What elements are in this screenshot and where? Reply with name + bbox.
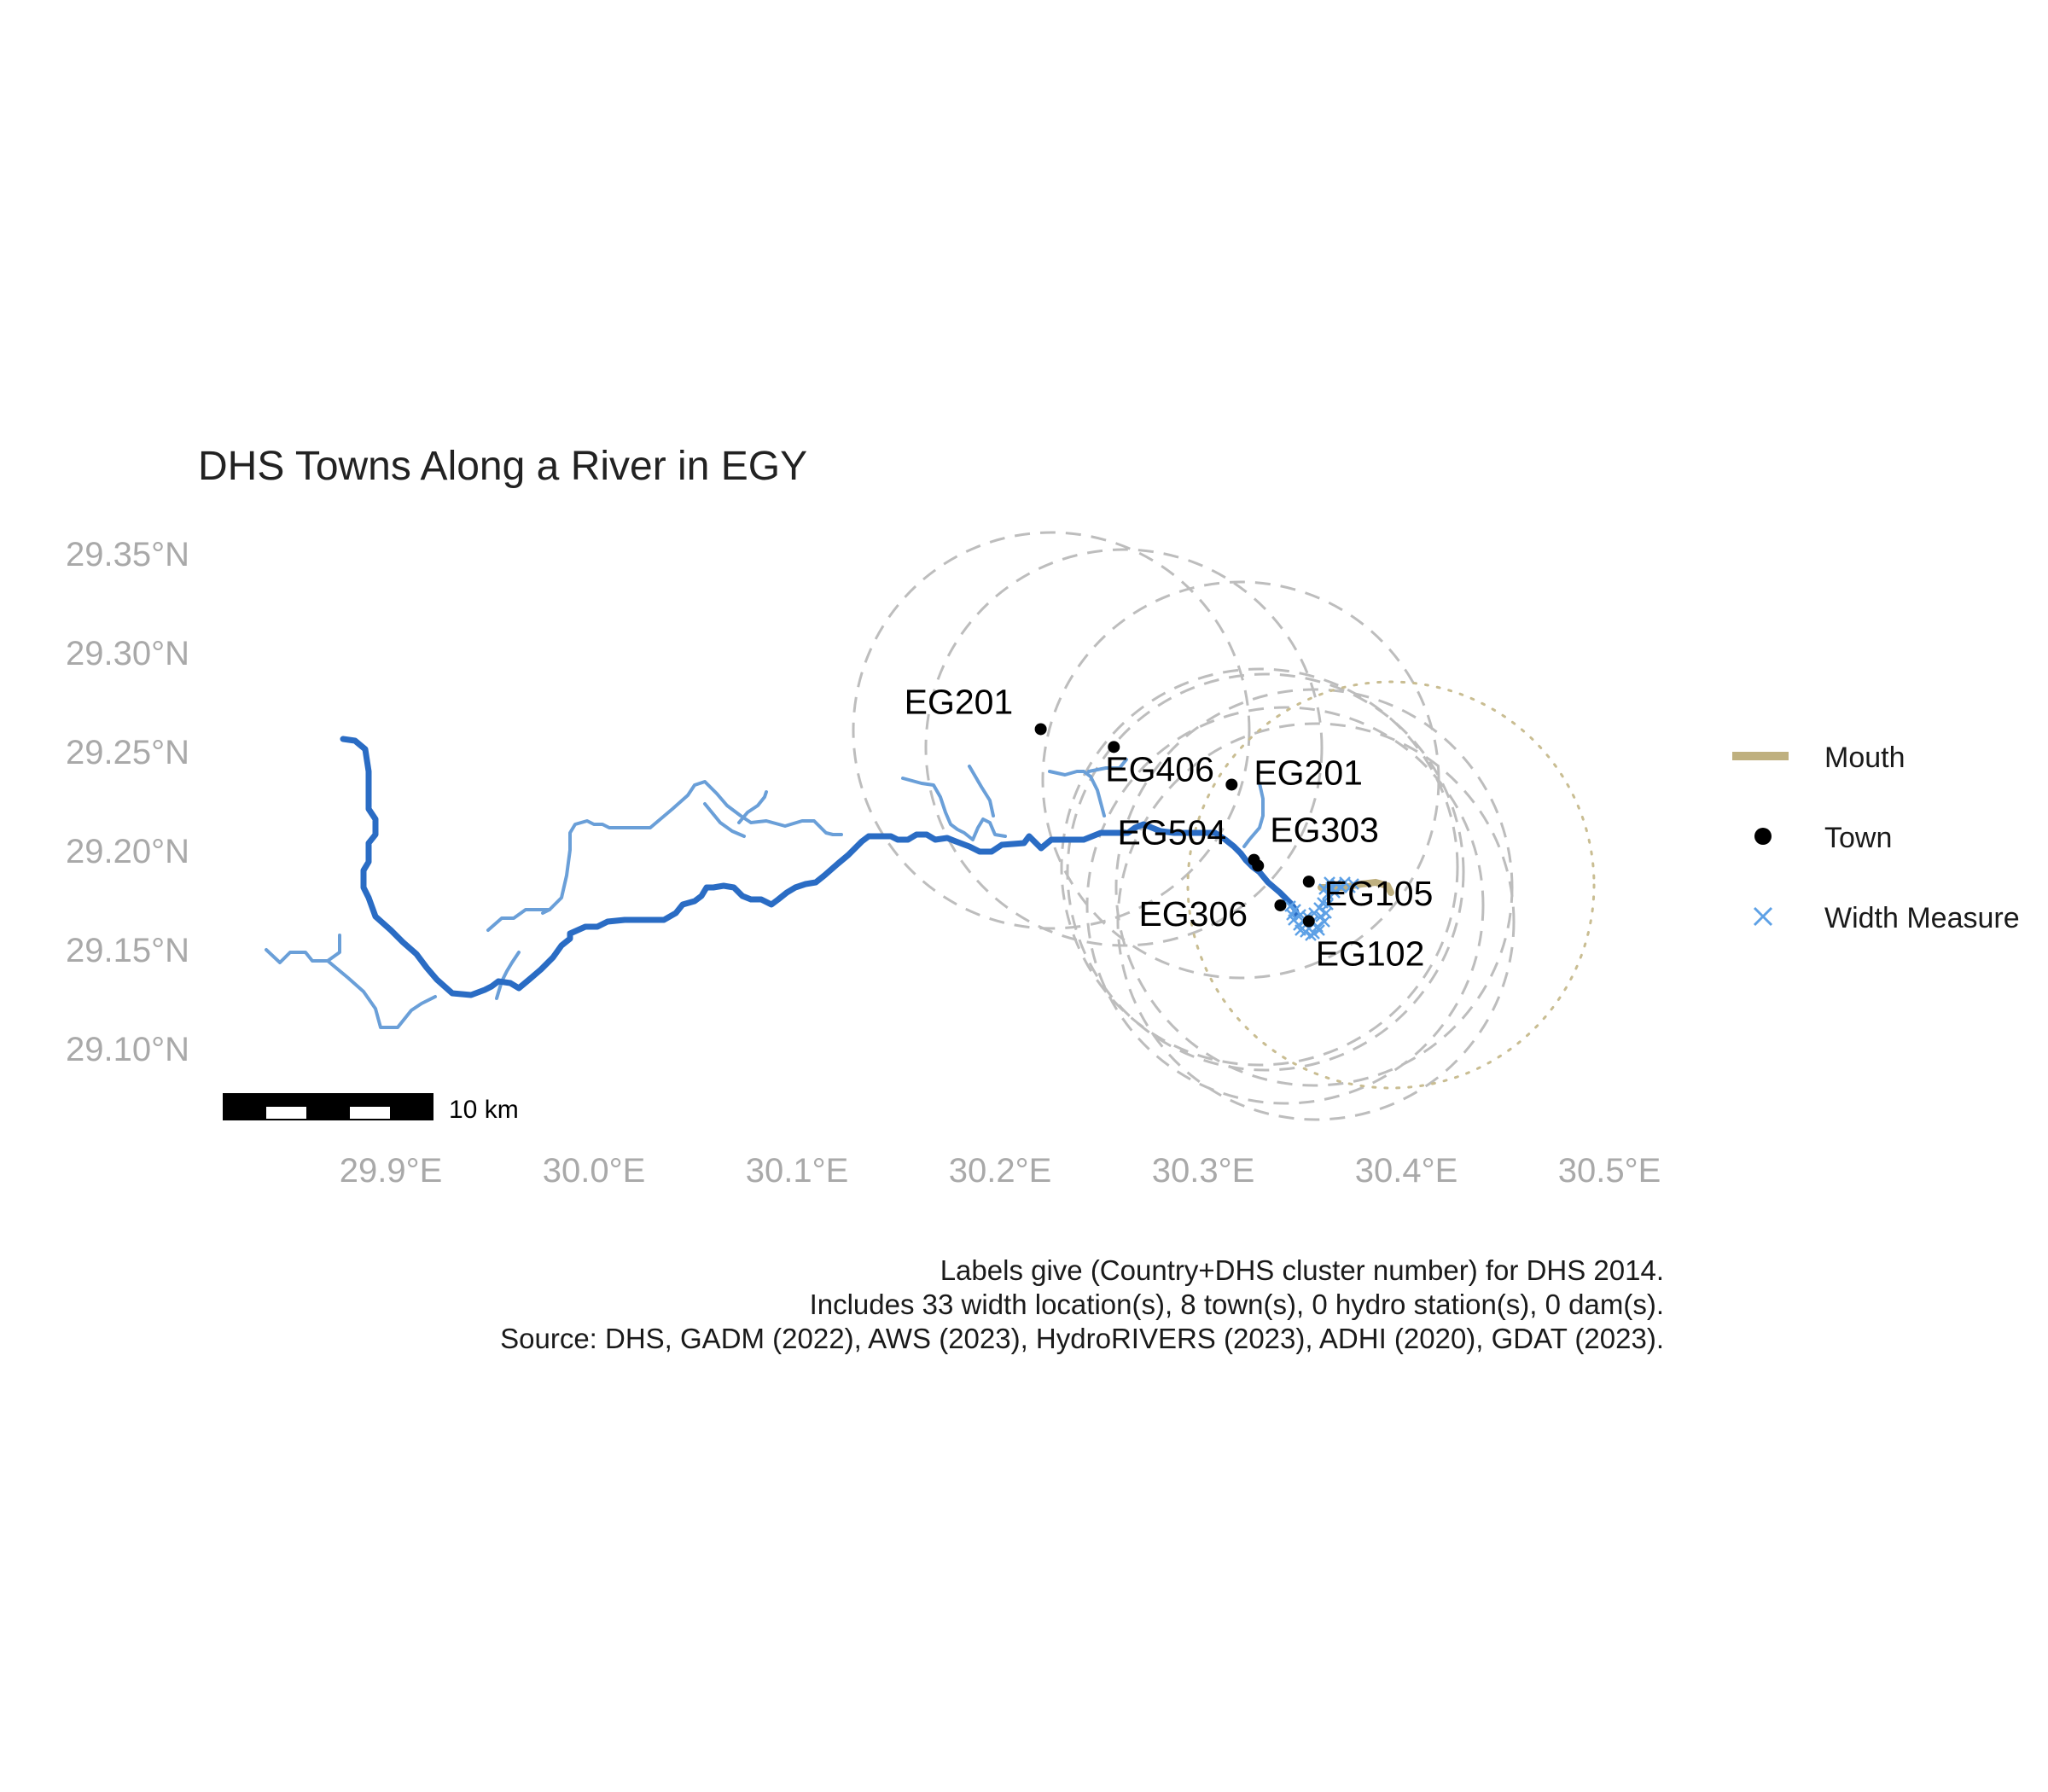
y-axis: 29.35°N 29.30°N 29.25°N 29.20°N 29.15°N …	[66, 536, 189, 1068]
legend-label-mouth: Mouth	[1824, 742, 1905, 774]
town-marker	[1225, 778, 1238, 791]
width-measure-marker	[1322, 888, 1334, 900]
tributary-line	[541, 908, 551, 915]
legend: Mouth Town Width Measure	[1732, 742, 2020, 934]
legend-town-symbol	[1754, 828, 1772, 845]
scale-bar-segment	[390, 1093, 433, 1120]
scale-bar-strip	[349, 1094, 391, 1107]
map-title: DHS Towns Along a River in EGY	[198, 444, 807, 489]
town-label: EG306	[1138, 894, 1248, 934]
width-measure-marker	[1335, 881, 1347, 893]
width-measure-marker	[1318, 883, 1330, 895]
tributary-line	[486, 780, 843, 932]
width-measure-marker	[1315, 911, 1327, 922]
tributary-line	[326, 959, 437, 1029]
tributary-line	[1048, 770, 1106, 817]
town-buffer-circles	[852, 531, 1516, 1121]
x-tick-label: 30.5°E	[1558, 1152, 1661, 1190]
tributary-line	[737, 790, 768, 824]
town-marker	[1274, 899, 1287, 911]
y-tick-label: 29.10°N	[66, 1031, 189, 1068]
tributary-line	[703, 802, 746, 838]
buffer-circle	[1066, 672, 1465, 1072]
scale-bar-segment	[306, 1093, 350, 1120]
buffer-circle	[1116, 722, 1516, 1121]
town-label: EG303	[1270, 811, 1379, 850]
caption-line: Labels give (Country+DHS cluster number)…	[940, 1254, 1664, 1286]
tributary-line	[901, 777, 1007, 841]
x-tick-label: 30.1°E	[746, 1152, 849, 1190]
town-marker	[1108, 741, 1120, 753]
buffer-circle	[1060, 667, 1459, 1067]
town-label: EG504	[1118, 813, 1227, 852]
y-tick-label: 29.15°N	[66, 932, 189, 969]
tributary-line	[968, 765, 995, 817]
width-measure-marker	[1295, 924, 1306, 936]
mouth-buffer-circle	[1186, 680, 1596, 1090]
width-measure-marker	[1313, 924, 1325, 936]
town-label: EG201	[1254, 753, 1363, 792]
width-measure-marker	[1329, 887, 1341, 899]
town-marker	[1252, 859, 1265, 872]
y-tick-label: 29.35°N	[66, 536, 189, 573]
x-axis: 29.9°E 30.0°E 30.1°E 30.2°E 30.3°E 30.4°…	[340, 1152, 1661, 1190]
x-tick-label: 30.0°E	[543, 1152, 646, 1190]
scale-bar-label: 10 km	[449, 1096, 519, 1124]
buffer-circle	[852, 531, 1251, 930]
legend-label-town: Town	[1824, 822, 1892, 854]
y-tick-label: 29.20°N	[66, 833, 189, 870]
width-measure-marker	[1347, 878, 1359, 890]
town-label: EG102	[1316, 934, 1425, 974]
town-marker	[1302, 876, 1315, 888]
tributary-line	[495, 951, 521, 1000]
width-measure-marker	[1318, 916, 1330, 928]
scale-bar-segment	[223, 1093, 266, 1120]
scale-bar: 10 km	[223, 1093, 519, 1124]
buffer-circle	[1085, 706, 1485, 1105]
x-tick-label: 29.9°E	[340, 1152, 443, 1190]
width-measures	[1284, 876, 1359, 941]
x-tick-label: 30.4°E	[1355, 1152, 1458, 1190]
town-marker	[1034, 723, 1047, 736]
x-tick-label: 30.3°E	[1152, 1152, 1255, 1190]
y-tick-label: 29.25°N	[66, 734, 189, 771]
towns: EG201 EG406 EG201 EG504 EG303 EG306 EG105 EG102	[905, 682, 1434, 973]
main-river	[340, 736, 1300, 998]
width-measure-marker	[1324, 876, 1335, 888]
legend-width-measure-symbol	[1753, 906, 1773, 927]
tributary-line	[1242, 782, 1265, 848]
caption: Labels give (Country+DHS cluster number)…	[500, 1254, 1664, 1354]
tributary-line	[1087, 758, 1128, 773]
caption-line: Includes 33 width location(s), 8 town(s)…	[810, 1289, 1664, 1320]
width-measure-marker	[1284, 900, 1296, 912]
caption-line: Source: DHS, GADM (2022), AWS (2023), Hy…	[500, 1323, 1664, 1354]
town-label: EG201	[905, 682, 1014, 721]
width-measure-marker	[1305, 929, 1317, 941]
town-marker	[1302, 915, 1315, 928]
town-label: EG105	[1324, 874, 1434, 913]
scale-bar-strip	[265, 1094, 307, 1107]
buffer-circle	[924, 548, 1324, 947]
tributary-line	[265, 934, 341, 964]
legend-label-width-measure: Width Measure	[1824, 902, 2020, 934]
town-label: EG406	[1105, 749, 1214, 788]
tributaries	[265, 758, 1265, 1029]
x-tick-label: 30.2°E	[949, 1152, 1052, 1190]
y-tick-label: 29.30°N	[66, 635, 189, 672]
